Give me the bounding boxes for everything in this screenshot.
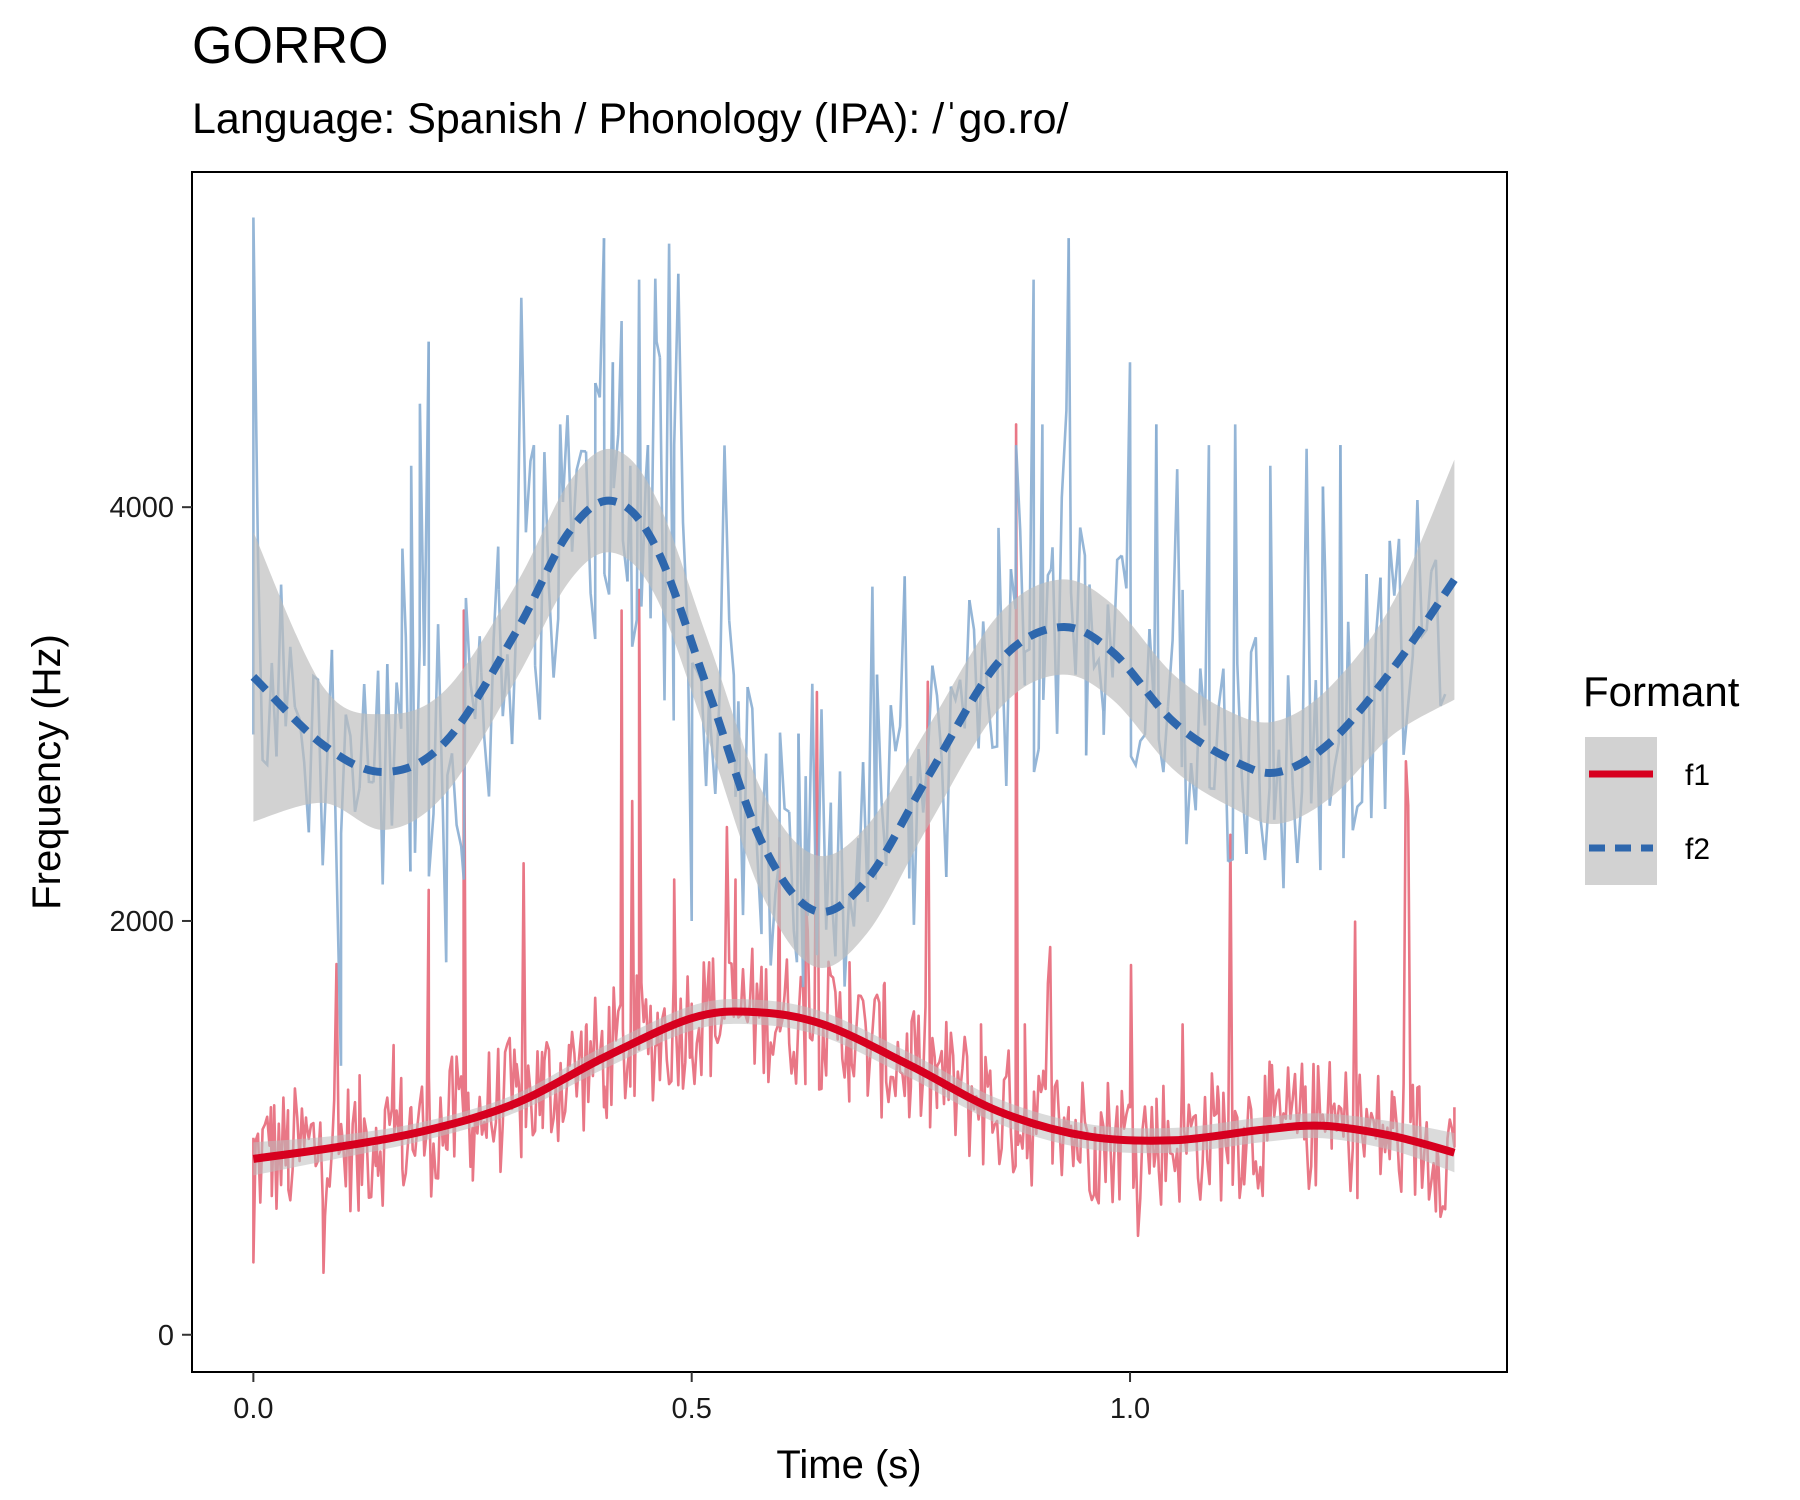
chart-title: GORRO bbox=[192, 17, 389, 75]
confidence-ribbons-layer bbox=[253, 448, 1455, 1176]
raw-segment-f2 bbox=[1388, 538, 1410, 755]
raw-segment-f2 bbox=[1245, 465, 1276, 861]
y-tick-label-1: 2000 bbox=[109, 906, 174, 938]
chart-subtitle: Language: Spanish / Phonology (IPA): /ˈg… bbox=[192, 95, 1069, 143]
raw-segment-f2 bbox=[603, 362, 615, 595]
confidence-ribbon-f1 bbox=[253, 999, 1455, 1176]
x-tick-label-0: 0.0 bbox=[233, 1393, 273, 1425]
y-axis-title: Frequency (Hz) bbox=[25, 634, 69, 910]
legend-item-f2: f2 bbox=[1585, 811, 1710, 885]
raw-segment-f2 bbox=[658, 243, 680, 721]
legend-label-f2: f2 bbox=[1685, 833, 1710, 866]
y-tick-label-2: 4000 bbox=[109, 492, 174, 524]
smooth-line-f2 bbox=[250, 496, 1458, 916]
raw-trace-f1 bbox=[252, 423, 1456, 1274]
x-tick-label-1: 0.5 bbox=[672, 1393, 712, 1425]
raw-segment-f2 bbox=[594, 238, 606, 398]
axes-layer: 0.0 0.5 1.0 0 2000 4000 bbox=[109, 492, 1150, 1425]
smooth-lines-layer bbox=[250, 496, 1458, 1163]
plot-panel-border bbox=[191, 171, 1508, 1373]
confidence-ribbon-f2 bbox=[253, 448, 1455, 968]
legend: Formant f1 f2 bbox=[1583, 668, 1740, 885]
raw-segment-f2 bbox=[450, 597, 472, 880]
x-axis-title: Time (s) bbox=[776, 1443, 921, 1487]
smooth-line-f1 bbox=[252, 1007, 1456, 1163]
raw-segment-f2 bbox=[1037, 424, 1053, 750]
raw-segment-f2 bbox=[1166, 469, 1193, 845]
legend-item-f1: f1 bbox=[1585, 737, 1710, 811]
raw-segment-f2 bbox=[1120, 362, 1146, 769]
raw-segment-f2 bbox=[889, 705, 902, 752]
raw-segment-f2 bbox=[1024, 279, 1040, 773]
y-tick-label-0: 0 bbox=[158, 1320, 174, 1352]
x-tick-label-2: 1.0 bbox=[1110, 1393, 1150, 1425]
raw-segment-f2 bbox=[986, 527, 1013, 787]
raw-segment-f2 bbox=[427, 341, 445, 877]
legend-title: Formant bbox=[1583, 668, 1740, 715]
raw-segment-f2 bbox=[409, 341, 430, 872]
raw-segment-f2 bbox=[1339, 445, 1351, 859]
legend-label-f1: f1 bbox=[1685, 759, 1710, 792]
raw-segment-f2 bbox=[547, 424, 565, 678]
